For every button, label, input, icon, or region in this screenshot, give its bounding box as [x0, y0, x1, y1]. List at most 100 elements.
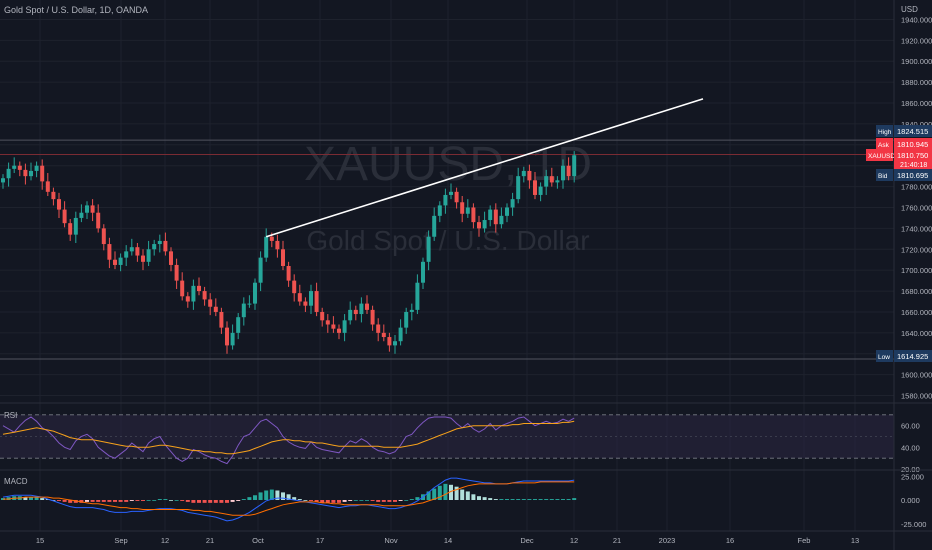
candle	[197, 277, 201, 296]
candle-body	[370, 309, 375, 325]
macd-histogram-bar	[370, 500, 375, 501]
time-tick-label: Feb	[798, 536, 811, 545]
macd-histogram-bar	[269, 489, 274, 500]
macd-histogram-bar	[118, 500, 123, 502]
candle-body	[477, 222, 481, 229]
macd-histogram-bar	[415, 497, 420, 500]
price-tick-label: 1660.000	[901, 308, 932, 317]
candle	[129, 238, 134, 256]
candlestick-series[interactable]	[1, 151, 577, 354]
rsi-line	[2, 416, 575, 465]
time-tick-label: 12	[161, 536, 169, 545]
candle	[437, 201, 442, 223]
macd-histogram-bar	[331, 500, 336, 503]
candle-body	[247, 303, 252, 305]
price-tick-label: 1740.000	[901, 224, 932, 233]
candle-body	[85, 205, 89, 213]
candle	[208, 293, 213, 316]
candle	[393, 334, 397, 354]
candle-body	[454, 191, 459, 203]
macd-histogram-bar	[309, 500, 313, 501]
price-tick-label: 1880.000	[901, 78, 932, 87]
candle	[449, 183, 453, 200]
last-value-bg	[894, 149, 932, 170]
candle	[348, 301, 353, 325]
candle-body	[303, 301, 308, 306]
macd-histogram-bar	[325, 500, 330, 503]
macd-histogram-bar	[460, 489, 465, 500]
candle	[544, 169, 549, 195]
candle-body	[281, 249, 285, 266]
candle	[230, 324, 235, 350]
candle-body	[460, 202, 465, 214]
time-tick-label: Dec	[520, 536, 534, 545]
candle	[370, 305, 375, 331]
macd-histogram-bar	[348, 500, 353, 501]
candle	[415, 274, 420, 315]
candle	[34, 161, 39, 178]
macd-histogram-bar	[57, 500, 61, 501]
candle-body	[169, 251, 173, 265]
trendline[interactable]	[265, 98, 704, 238]
ask-label: Ask 1810.945	[876, 138, 932, 150]
candle-body	[572, 155, 577, 177]
candle	[342, 314, 347, 342]
candle-body	[258, 257, 263, 283]
macd-histogram-bar	[398, 500, 403, 501]
macd-histogram-bar	[230, 500, 235, 502]
macd-histogram-bar	[510, 499, 515, 500]
candle-body	[107, 244, 112, 260]
time-tick-label: 13	[851, 536, 859, 545]
candle-body	[180, 280, 185, 297]
candle-body	[135, 247, 140, 256]
candle	[516, 167, 521, 204]
candle-body	[253, 282, 257, 304]
candle	[409, 303, 414, 321]
ask-label-value-bg	[894, 138, 932, 150]
candle-body	[387, 337, 392, 346]
low-label-tag: Low	[878, 354, 890, 361]
macd-histogram-bar	[34, 497, 39, 500]
macd-histogram-bar	[29, 497, 33, 500]
candle-body	[163, 240, 168, 252]
macd-histogram-bar	[163, 499, 168, 500]
time-axis[interactable]: 15 Sep 12 21 Oct 17 Nov 14 Dec 12 21 2023 16 Feb 13	[36, 536, 859, 545]
candle	[477, 215, 481, 237]
candle	[174, 258, 179, 289]
price-tick-label: 1700.000	[901, 266, 932, 275]
candle-body	[505, 207, 509, 216]
candle-body	[292, 280, 297, 294]
candle	[309, 284, 313, 315]
candle-body	[493, 209, 498, 225]
candle-body	[157, 240, 162, 245]
candle-body	[538, 186, 543, 195]
candle	[510, 192, 515, 216]
candle-body	[191, 285, 196, 302]
candle-body	[426, 236, 431, 262]
bid-label-value-bg	[894, 169, 932, 181]
candle	[314, 282, 319, 317]
candle-body	[213, 306, 218, 312]
macd-histogram-bar	[113, 500, 117, 502]
candle-body	[566, 165, 571, 177]
candle-body	[23, 169, 28, 177]
candle-body	[398, 327, 403, 342]
macd-histogram-bar	[185, 500, 190, 502]
macd-histogram-bar	[96, 500, 101, 502]
candle	[359, 297, 364, 323]
macd-histogram-bar	[253, 495, 257, 500]
candle-body	[12, 165, 17, 169]
candle-body	[376, 324, 381, 333]
candle	[454, 187, 459, 209]
macd-pane[interactable]: 25.000 0.000 -25.000	[1, 472, 926, 529]
macd-histogram-bar	[499, 499, 504, 500]
candle	[62, 201, 67, 228]
candle-body	[90, 205, 95, 213]
macd-histogram-bar	[365, 500, 369, 501]
macd-histogram-bar	[471, 494, 476, 500]
time-tick-label: 21	[613, 536, 621, 545]
macd-tick-label: -25.000	[901, 520, 926, 529]
candle-body	[152, 244, 157, 250]
